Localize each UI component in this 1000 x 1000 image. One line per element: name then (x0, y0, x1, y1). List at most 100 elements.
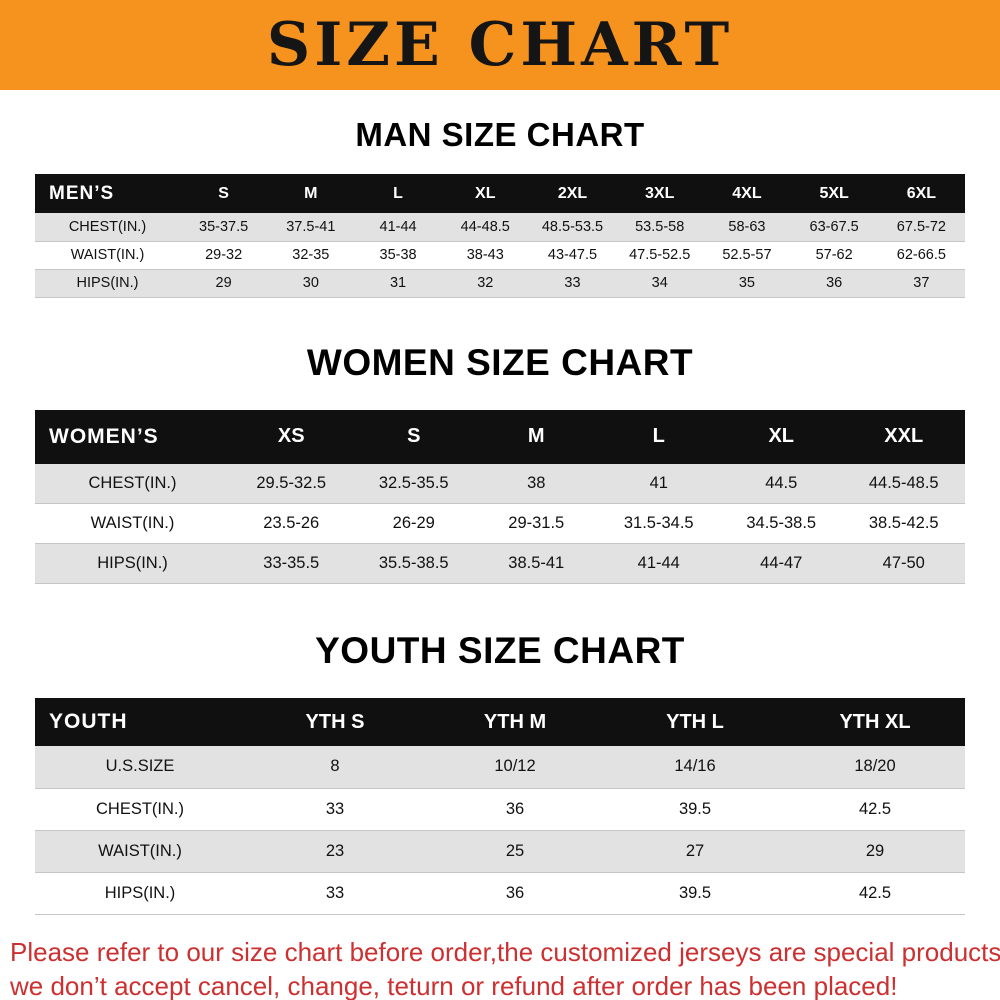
column-header: M (267, 174, 355, 213)
women-size-table: WOMEN’S XS S M L XL XXL CHEST(IN.) 29.5-32.5 32.5… (35, 409, 965, 585)
row-label: HIPS(IN.) (104, 883, 176, 902)
size-value: 35 (738, 275, 755, 291)
footer-line-2: we don’t accept cancel, change, teturn o… (10, 970, 898, 1000)
column-header: S (180, 174, 268, 213)
size-value: 35-37.5 (199, 218, 249, 235)
size-value: 36 (505, 883, 525, 902)
column-header: S (352, 409, 475, 464)
row-label: HIPS(IN.) (97, 554, 168, 572)
size-value: 18/20 (854, 757, 896, 776)
size-value: 53.5-58 (635, 218, 685, 235)
size-value: 44.5 (765, 473, 798, 492)
column-header: 6XL (877, 174, 965, 213)
size-value: 8 (330, 757, 340, 776)
size-value: 23.5-26 (263, 514, 320, 532)
size-value: 33 (564, 275, 581, 291)
man-section-heading: MAN SIZE CHART (355, 116, 645, 153)
size-value: 57-62 (815, 247, 853, 263)
row-label: WAIST(IN.) (90, 514, 175, 532)
column-header: XL (720, 409, 843, 464)
size-value: 29 (865, 841, 885, 860)
table-row: U.S.SIZE 8 10/12 14/16 18/20 (35, 746, 965, 788)
column-header: YTH M (425, 698, 605, 746)
size-value: 47.5-52.5 (629, 247, 691, 263)
size-value: 67.5-72 (896, 218, 946, 235)
size-value: 41-44 (379, 218, 417, 235)
size-value: 32-35 (292, 247, 330, 263)
column-header: M (475, 409, 598, 464)
table-header-row: WOMEN’S XS S M L XL XXL (35, 409, 965, 464)
row-label: WAIST(IN.) (70, 247, 145, 263)
size-value: 44.5-48.5 (868, 473, 939, 492)
size-value: 32.5-35.5 (378, 473, 449, 492)
women-size-section: WOMEN SIZE CHART WOMEN’S XS S M L XL XXL CHEST(… (0, 342, 1000, 585)
size-value: 48.5-53.5 (541, 218, 604, 235)
table-row: HIPS(IN.) 33 36 39.5 42.5 (35, 872, 965, 914)
table-row: CHEST(IN.) 33 36 39.5 42.5 (35, 788, 965, 830)
size-value: 26-29 (392, 514, 435, 532)
size-value: 27 (685, 841, 705, 860)
size-value: 23 (325, 841, 345, 860)
size-value: 25 (505, 841, 525, 860)
table-row: WAIST(IN.) 23 25 27 29 (35, 830, 965, 872)
table-title-cell: YOUTH (35, 698, 245, 746)
size-value: 32 (477, 275, 494, 291)
man-size-section: MAN SIZE CHART MEN’S S M L XL 2XL 3XL 4XL 5XL 6XL… (0, 116, 1000, 298)
size-value: 31.5-34.5 (623, 514, 694, 532)
size-value: 62-66.5 (896, 247, 946, 263)
size-value: 38.5-41 (508, 554, 565, 572)
column-header: YTH XL (785, 698, 965, 746)
women-section-heading: WOMEN SIZE CHART (306, 341, 694, 383)
table-title-cell: WOMEN’S (35, 409, 230, 464)
size-value: 34 (651, 275, 668, 291)
youth-size-table: YOUTH YTH S YTH M YTH L YTH XL U.S.SIZE 8 10/12… (35, 698, 965, 915)
size-value: 63-67.5 (809, 218, 859, 235)
page-title: SIZE CHART (266, 10, 734, 80)
banner: SIZE CHART (0, 0, 1000, 90)
size-value: 47-50 (882, 554, 925, 572)
size-value: 37.5-41 (286, 218, 336, 235)
column-header: L (597, 409, 720, 464)
size-value: 38 (527, 473, 546, 492)
size-value: 36 (505, 799, 525, 818)
column-header: 3XL (616, 174, 704, 213)
size-value: 35.5-38.5 (378, 554, 449, 572)
size-value: 33-35.5 (263, 554, 320, 572)
row-label: CHEST(IN.) (68, 218, 147, 235)
row-label: U.S.SIZE (105, 757, 175, 776)
table-row: CHEST(IN.) 35-37.5 37.5-41 41-44 44-48.5 48.5… (35, 213, 965, 241)
size-value: 42.5 (858, 883, 892, 902)
column-header: XXL (842, 409, 965, 464)
size-value: 44-48.5 (460, 218, 510, 235)
row-label: HIPS(IN.) (76, 275, 139, 291)
size-value: 30 (302, 275, 319, 291)
size-value: 52.5-57 (722, 247, 772, 263)
size-value: 29 (215, 275, 232, 291)
youth-size-section: YOUTH SIZE CHART YOUTH YTH S YTH M YTH L YTH… (0, 630, 1000, 915)
size-value: 29-32 (205, 247, 243, 263)
size-value: 39.5 (678, 883, 712, 902)
row-label: CHEST(IN.) (88, 473, 177, 492)
man-size-table: MEN’S S M L XL 2XL 3XL 4XL 5XL 6XL CHEST(IN.) 35-37… (35, 174, 965, 298)
column-header: L (354, 174, 442, 213)
table-title-cell: MEN’S (35, 174, 180, 213)
table-row: HIPS(IN.) 33-35.5 35.5-38.5 38.5-41 41-44 44-… (35, 543, 965, 584)
column-header: 2XL (528, 174, 617, 213)
size-value: 41-44 (637, 554, 680, 572)
table-header-row: MEN’S S M L XL 2XL 3XL 4XL 5XL 6XL (35, 174, 965, 213)
size-value: 14/16 (674, 757, 716, 776)
column-header: 4XL (703, 174, 791, 213)
size-value: 34.5-38.5 (746, 514, 817, 532)
footer-line-1: Please refer to our size chart before or… (10, 936, 1000, 967)
column-header: XL (441, 174, 529, 213)
size-value: 38-43 (466, 247, 504, 263)
size-value: 31 (389, 275, 407, 291)
size-value: 10/12 (494, 757, 536, 776)
size-value: 33 (325, 883, 345, 902)
table-row: WAIST(IN.) 29-32 32-35 35-38 38-43 43-47.5 47.… (35, 241, 965, 269)
size-value: 37 (913, 275, 930, 291)
youth-section-heading: YOUTH SIZE CHART (315, 630, 685, 671)
table-row: WAIST(IN.) 23.5-26 26-29 29-31.5 31.5-34.5 34… (35, 503, 965, 544)
column-header: YTH L (605, 698, 785, 746)
